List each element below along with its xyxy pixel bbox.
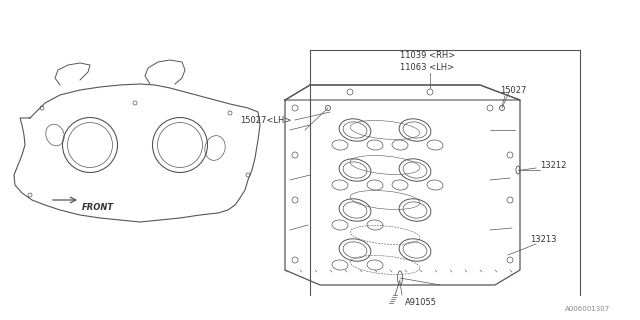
Text: 11063 <LH>: 11063 <LH> xyxy=(400,62,454,71)
Text: 13213: 13213 xyxy=(530,236,557,244)
Text: 15027: 15027 xyxy=(500,85,526,94)
Text: FRONT: FRONT xyxy=(82,203,114,212)
Text: A91055: A91055 xyxy=(405,298,437,307)
Text: 11039 <RH>: 11039 <RH> xyxy=(400,51,455,60)
Text: 15027<LH>: 15027<LH> xyxy=(240,116,291,124)
Text: A006001307: A006001307 xyxy=(564,306,610,312)
Text: 13212: 13212 xyxy=(540,161,566,170)
